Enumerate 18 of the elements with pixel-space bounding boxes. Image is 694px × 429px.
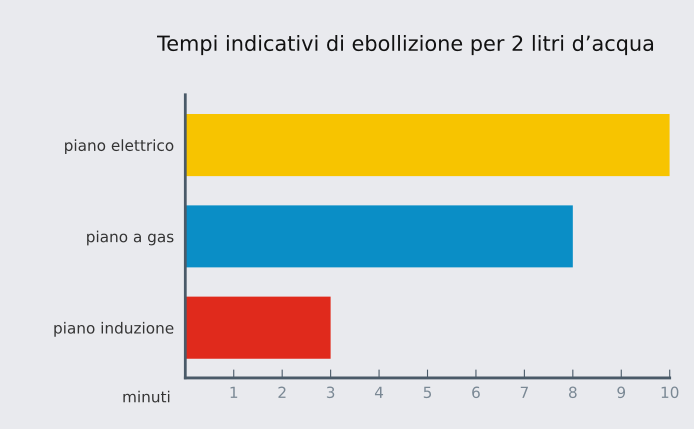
bar [185, 114, 670, 176]
x-tick-label: 2 [278, 386, 286, 398]
x-tick-label: 4 [374, 386, 384, 398]
x-tick-label: 6 [472, 386, 480, 398]
x-tick-label: 7 [520, 386, 528, 398]
x-tick-label: 1 [230, 386, 238, 398]
y-tick-label: piano induzione [54, 322, 174, 337]
y-tick-label: piano a gas [87, 230, 174, 246]
bar [185, 205, 573, 268]
x-tick-label: 9 [617, 386, 626, 398]
x-tick-label: 5 [424, 386, 432, 398]
x-tick-label: 3 [326, 386, 334, 398]
bar [185, 296, 331, 359]
x-axis-title: minuti [123, 390, 170, 403]
chart-title: Tempi indicativi di ebollizione per 2 litri d’acqua [157, 34, 654, 56]
y-tick-label: piano elettrico [65, 139, 174, 154]
x-tick-label: 8 [569, 386, 577, 398]
x-tick-label: 10 [662, 386, 678, 398]
